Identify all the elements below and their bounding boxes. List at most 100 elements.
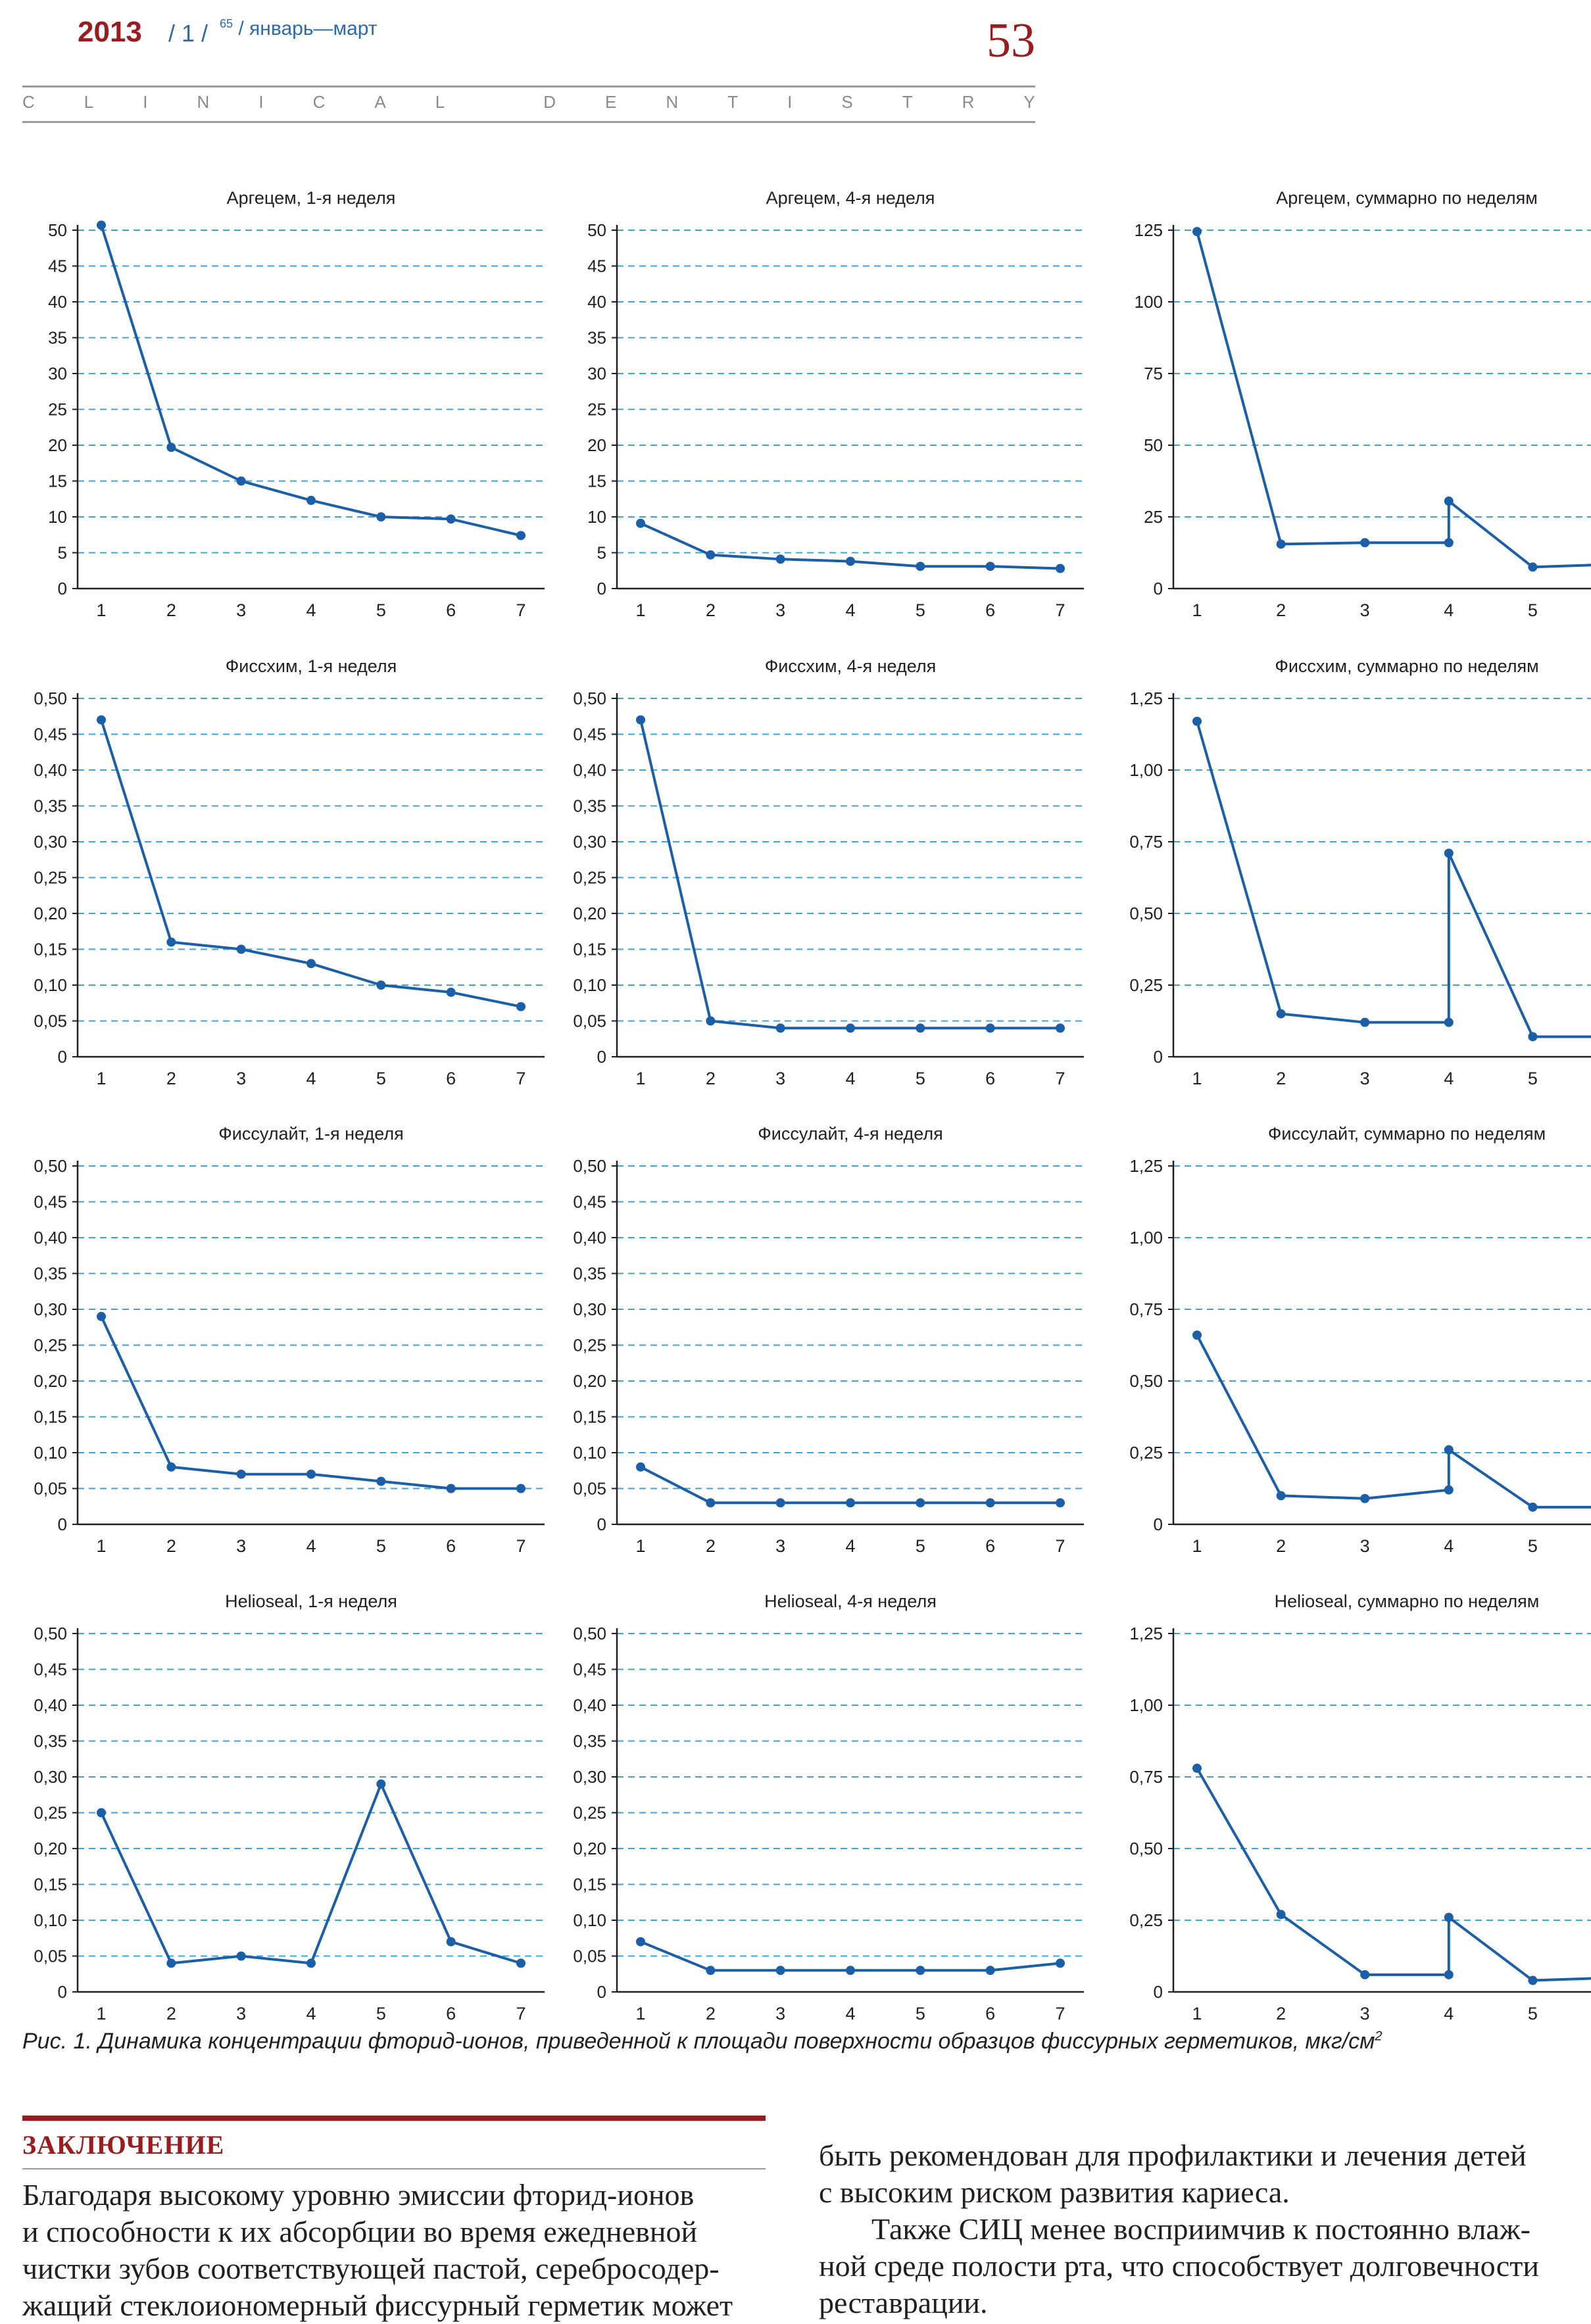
data-point: [166, 443, 176, 452]
y-tick-label: 0,40: [573, 1228, 606, 1247]
y-tick-label: 0,45: [573, 725, 606, 744]
x-tick-label: 4: [845, 2004, 855, 2023]
y-tick-label: 20: [48, 435, 67, 455]
caption-superscript: 2: [1375, 2029, 1383, 2044]
data-point: [636, 518, 645, 528]
data-point: [1444, 538, 1454, 548]
y-tick-label: 50: [587, 220, 606, 240]
y-tick-label: 0,20: [573, 1371, 606, 1391]
data-point: [916, 1023, 925, 1033]
y-tick-label: 20: [587, 435, 606, 455]
page-header: 2013 / 1 / 65 / январь—март 53 C L I N I C A L D…: [22, 12, 1035, 127]
data-point: [1192, 1763, 1202, 1773]
x-tick-label: 6: [985, 1069, 995, 1088]
x-tick-label: 1: [635, 2004, 645, 2023]
data-series-line: [100, 224, 522, 537]
chart-title: Фиссхим, суммарно по неделям: [1275, 656, 1538, 676]
data-point: [516, 531, 526, 541]
x-tick-label: 3: [775, 600, 785, 620]
y-tick-label: 0,15: [573, 940, 606, 959]
issue-months: / январь—март: [238, 18, 378, 39]
x-tick-label: 4: [306, 1536, 316, 1556]
y-tick-label: 0,05: [34, 1479, 67, 1499]
y-tick-label: 0,05: [34, 1947, 67, 1966]
data-point: [1360, 1017, 1370, 1027]
x-tick-label: 4: [1444, 1069, 1454, 1088]
x-tick-label: 5: [376, 1069, 386, 1088]
y-tick-label: 0,40: [573, 1695, 606, 1715]
data-point: [985, 562, 995, 571]
y-tick-label: 10: [48, 507, 67, 527]
journal-letter: C: [312, 92, 326, 112]
x-tick-label: 2: [706, 600, 716, 620]
x-tick-label: 2: [166, 2004, 176, 2023]
chart-title: Фиссхим, 4-я неделя: [765, 656, 936, 676]
x-tick-label: 1: [635, 600, 645, 620]
text-line: ной среде полости рта, что способствует …: [819, 2249, 1539, 2283]
data-point: [97, 1311, 106, 1321]
x-tick-label: 7: [516, 1536, 526, 1556]
x-tick-label: 2: [166, 1536, 176, 1556]
x-tick-label: 3: [1360, 600, 1370, 620]
data-point: [775, 1498, 785, 1508]
x-tick-label: 1: [96, 1536, 106, 1556]
x-tick-label: 3: [236, 1536, 246, 1556]
data-point: [1528, 1032, 1538, 1042]
x-tick-label: 7: [1055, 1069, 1065, 1088]
data-point: [1056, 1958, 1065, 1968]
text-line: чистки зубов соответствующей пастой, сер…: [22, 2252, 720, 2285]
y-tick-label: 0,50: [1129, 904, 1163, 923]
data-point: [306, 959, 316, 969]
journal-letter: R: [962, 92, 975, 112]
text-line: быть рекомендован для профилактики и леч…: [819, 2139, 1527, 2172]
y-tick-label: 30: [587, 364, 606, 383]
y-tick-label: 0,15: [573, 1407, 606, 1427]
x-tick-label: 5: [916, 2004, 925, 2023]
y-tick-label: 0,30: [573, 832, 606, 852]
data-point: [236, 944, 246, 954]
y-tick-label: 0,50: [34, 689, 67, 708]
y-tick-label: 0,10: [573, 1443, 606, 1463]
data-point: [1056, 1023, 1065, 1033]
section-underline: [22, 2168, 766, 2169]
y-tick-label: 0: [597, 1514, 606, 1534]
data-point: [916, 1966, 925, 1975]
issue-period: 65 / январь—март: [220, 17, 378, 40]
data-series-line: [100, 1782, 522, 1965]
y-tick-label: 0,25: [1129, 1443, 1163, 1463]
x-tick-label: 2: [706, 2004, 716, 2023]
data-point: [1056, 1498, 1065, 1508]
page-number: 53: [987, 14, 1035, 68]
data-point: [166, 1958, 176, 1968]
figure-caption: Рис. 1. Динамика концентрации фторид-ион…: [22, 2029, 1588, 2054]
data-point: [1528, 1502, 1538, 1512]
x-tick-label: 1: [1192, 1069, 1202, 1088]
y-tick-label: 0,10: [573, 1910, 606, 1930]
y-tick-label: 0,20: [34, 1839, 67, 1858]
journal-letter: T: [902, 92, 913, 112]
y-tick-label: 35: [587, 328, 606, 348]
y-tick-label: 0,20: [573, 1839, 606, 1858]
y-tick-label: 0,50: [34, 1156, 67, 1176]
x-tick-label: 4: [1444, 1536, 1454, 1556]
data-point: [1444, 1970, 1454, 1979]
y-tick-label: 50: [1144, 435, 1163, 455]
x-tick-label: 3: [236, 1069, 246, 1088]
line-chart: Аргецем, 4-я неделя051015202530354045501…: [587, 188, 1084, 620]
x-tick-label: 2: [706, 1536, 716, 1556]
line-chart: Helioseal, суммарно по неделям 0 0,25 0,50 0…: [1129, 1591, 1591, 2023]
data-point: [1276, 539, 1286, 549]
data-point: [706, 1016, 716, 1026]
line-chart: Аргецем, 1-я неделя051015202530354045501…: [48, 188, 545, 620]
x-tick-label: 5: [916, 1069, 925, 1088]
y-tick-label: 0,40: [573, 760, 606, 780]
y-tick-label: 0,35: [573, 1264, 606, 1284]
data-point: [1444, 1485, 1454, 1495]
x-tick-label: 1: [635, 1069, 645, 1088]
data-series-line: [100, 1316, 521, 1490]
line-chart: Helioseal, 1-я неделя 0 0,05 0,10 0,15 0,20 0,…: [34, 1591, 545, 2023]
y-tick-label: 0,50: [573, 1624, 606, 1643]
y-tick-label: 0,45: [573, 1660, 606, 1680]
